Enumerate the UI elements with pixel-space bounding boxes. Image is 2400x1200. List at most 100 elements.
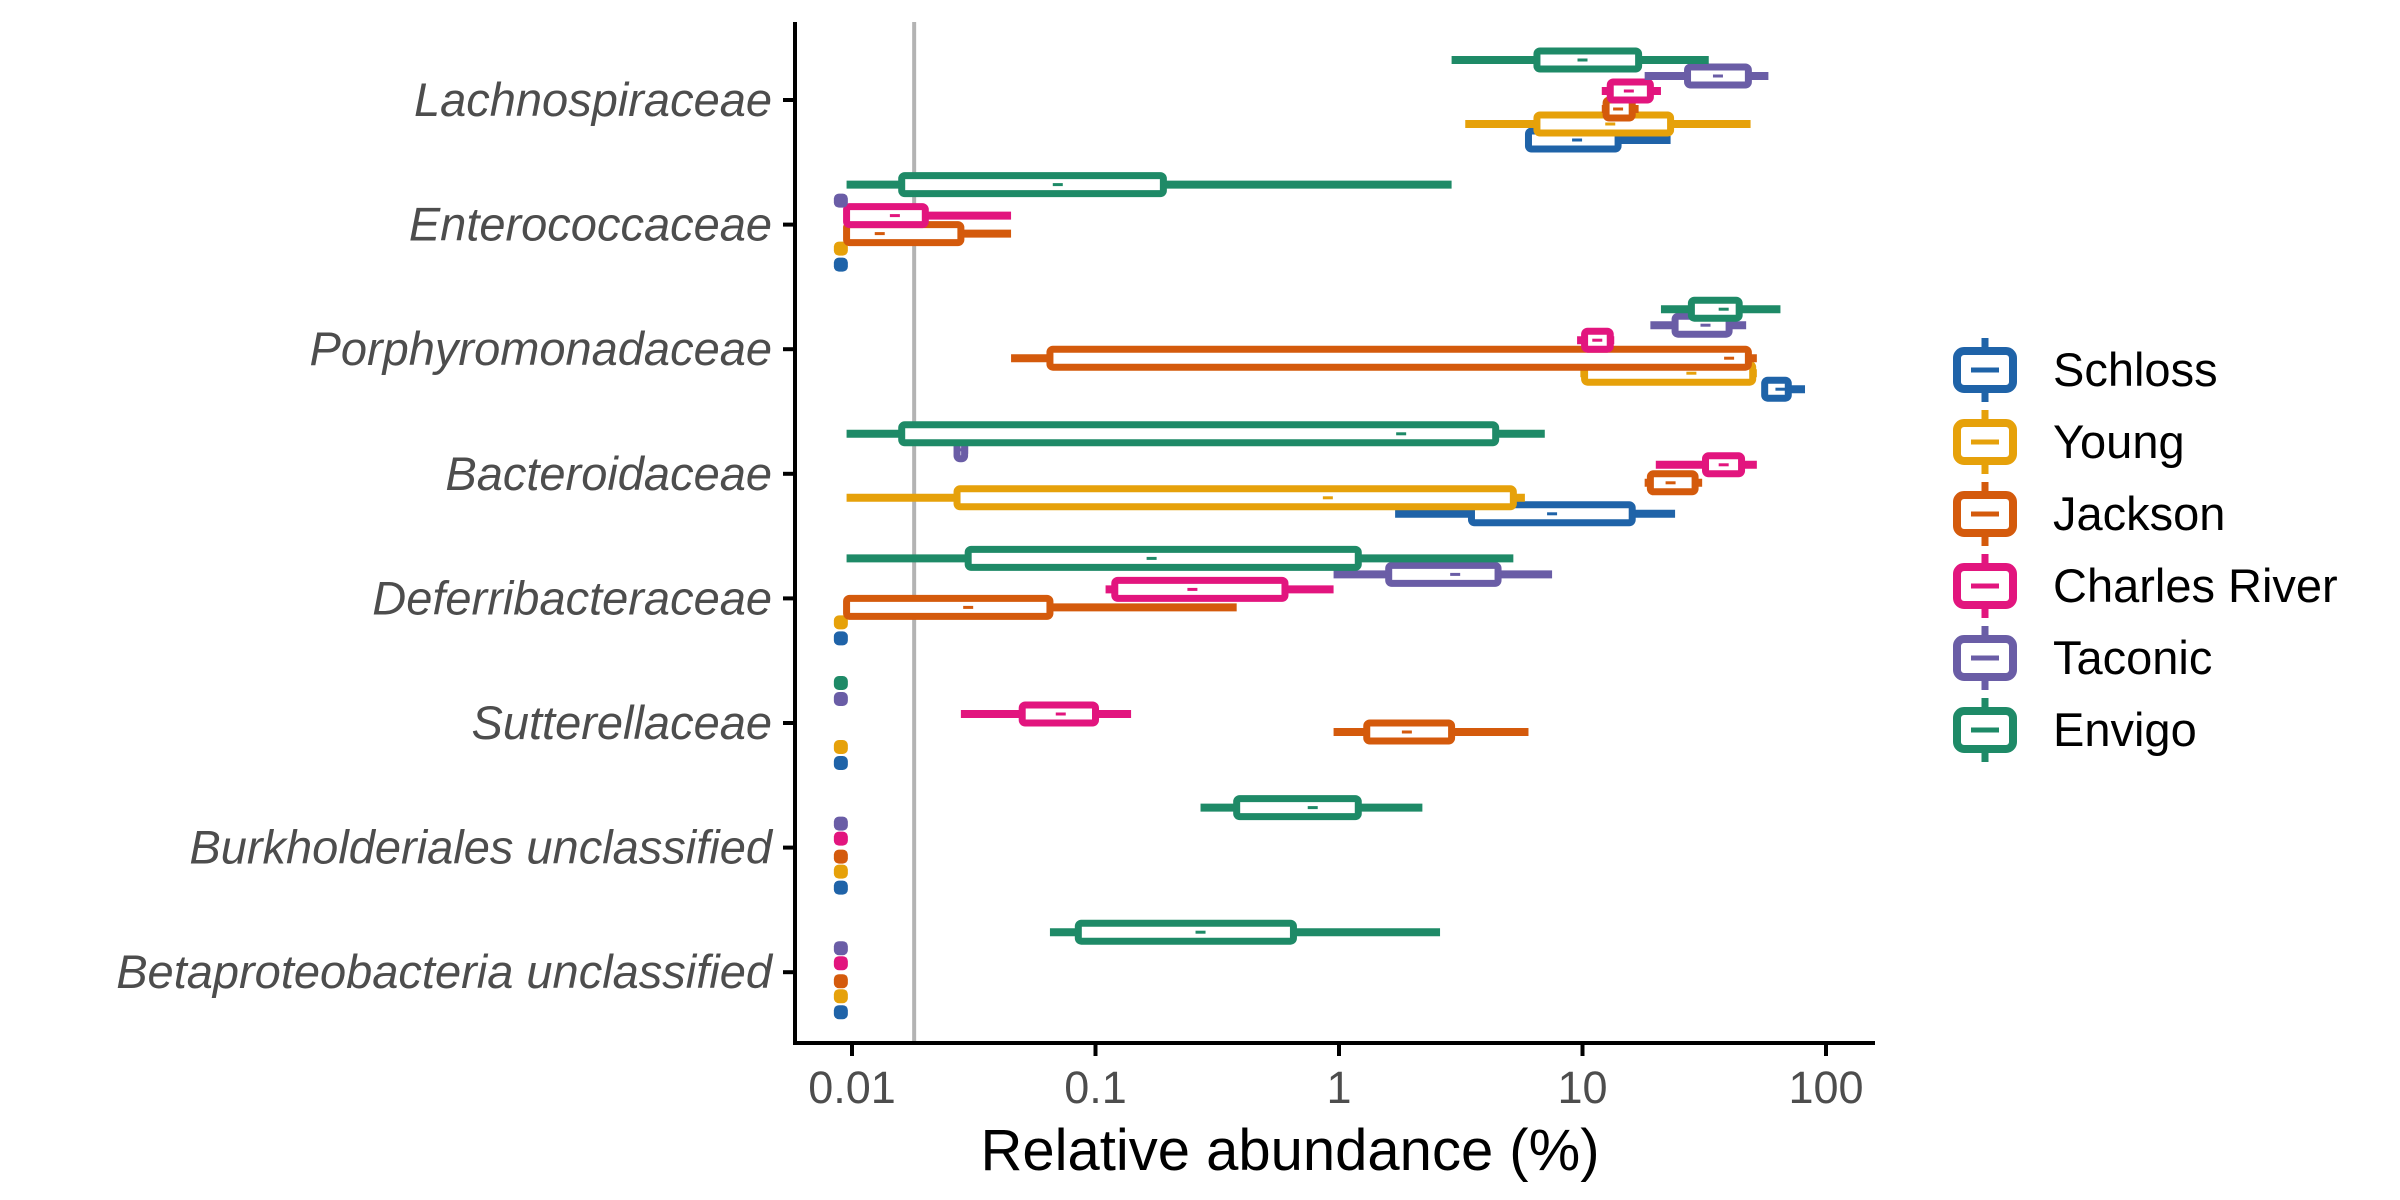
point-marker (833, 631, 848, 646)
x-tick-label: 0.1 (1064, 1062, 1127, 1113)
box-charles-river-5 (960, 701, 1132, 727)
point-marker (833, 880, 848, 895)
point-marker (833, 864, 848, 879)
box-young-7 (833, 989, 848, 1004)
point-marker (833, 193, 848, 208)
legend-label: Young (2053, 415, 2185, 468)
legend-label: Charles River (2053, 559, 2338, 612)
point-marker (833, 974, 848, 989)
point-marker (833, 692, 848, 706)
y-tick-label: Burkholderiales unclassified (189, 821, 773, 874)
box-schloss-1 (833, 257, 848, 272)
y-tick-label: Sutterellaceae (472, 696, 772, 749)
legend-label: Envigo (2053, 703, 2197, 756)
box-jackson-3 (1644, 470, 1703, 496)
iqr-box (843, 594, 1054, 620)
x-axis-ticks: 0.01 0.1 1 10 100 (808, 1043, 1864, 1113)
legend-item-envigo: Envigo (1953, 698, 2197, 762)
x-tick-label: 10 (1557, 1062, 1607, 1113)
point-marker (833, 956, 848, 971)
point-marker (833, 941, 848, 956)
box-schloss-6 (833, 880, 848, 895)
box-schloss-4 (833, 631, 848, 646)
point-marker (833, 989, 848, 1004)
box-charles-river-6 (833, 831, 848, 846)
box-young-5 (833, 740, 848, 754)
box-young-6 (833, 864, 848, 879)
legend: Schloss Young Jackson Charles River Taconic E… (1953, 338, 2338, 762)
point-marker (833, 615, 848, 630)
x-tick-label: 0.01 (808, 1062, 896, 1113)
point-marker (833, 241, 848, 256)
box-taconic-0 (1644, 63, 1769, 89)
x-axis-title: Relative abundance (%) (980, 1118, 1599, 1183)
box-envigo-4 (846, 545, 1514, 571)
y-tick-label: Deferribacteraceae (372, 571, 772, 624)
iqr-box (1046, 345, 1752, 371)
box-taconic-4 (1333, 561, 1553, 587)
legend-label: Jackson (2053, 487, 2225, 540)
y-tick-label: Betaproteobacteria unclassified (116, 945, 774, 998)
iqr-box (953, 485, 1517, 511)
box-jackson-6 (833, 849, 848, 864)
box-envigo-6 (1200, 795, 1423, 821)
legend-label: Taconic (2053, 631, 2212, 684)
iqr-box (1533, 47, 1643, 73)
box-schloss-5 (833, 756, 848, 770)
point-marker (833, 756, 848, 770)
box-charles-river-0 (1601, 78, 1661, 104)
box-schloss-7 (833, 1005, 848, 1020)
iqr-box (1111, 576, 1289, 602)
boxes-layer (833, 47, 1806, 1020)
x-tick-label: 1 (1326, 1062, 1351, 1113)
legend-item-charles-river: Charles River (1953, 554, 2338, 618)
box-envigo-2 (1660, 296, 1781, 322)
box-taconic-7 (833, 941, 848, 956)
series-envigo (833, 47, 1781, 945)
box-charles-river-3 (1655, 452, 1757, 478)
box-envigo-3 (846, 421, 1545, 447)
iqr-box (1074, 919, 1297, 945)
y-tick-label: Bacteroidaceae (445, 447, 772, 500)
y-tick-label: Lachnospiraceae (414, 73, 772, 126)
legend-item-young: Young (1953, 410, 2185, 474)
box-jackson-7 (833, 974, 848, 989)
y-tick-label: Enterococcaceae (409, 198, 772, 251)
y-axis-ticks: Lachnospiraceae Enterococcaceae Porphyromo… (116, 73, 795, 998)
point-marker (833, 816, 848, 831)
series-schloss (833, 127, 1806, 1020)
series-taconic (833, 63, 1769, 956)
box-charles-river-4 (1105, 576, 1334, 602)
box-taconic-6 (833, 816, 848, 831)
box-young-1 (833, 241, 848, 256)
legend-item-jackson: Jackson (1953, 482, 2225, 546)
iqr-box (898, 421, 1500, 447)
box-charles-river-1 (843, 203, 1012, 229)
box-envigo-0 (1451, 47, 1709, 73)
box-charles-river-7 (833, 956, 848, 971)
point-marker (833, 831, 848, 846)
box-jackson-5 (1333, 719, 1529, 745)
series-jackson (833, 96, 1757, 989)
x-tick-label: 100 (1788, 1062, 1863, 1113)
box-envigo-7 (1049, 919, 1441, 945)
box-charles-river-2 (1577, 327, 1615, 353)
box-envigo-1 (846, 172, 1452, 198)
point-marker (833, 740, 848, 754)
iqr-box (1385, 561, 1502, 587)
box-young-3 (846, 485, 1525, 511)
box-envigo-5 (833, 676, 848, 690)
point-marker (833, 1005, 848, 1020)
box-jackson-2 (1011, 345, 1757, 371)
point-marker (833, 849, 848, 864)
iqr-box (1687, 296, 1743, 322)
box-schloss-2 (1761, 376, 1806, 402)
box-taconic-1 (833, 193, 848, 208)
iqr-box (898, 172, 1167, 198)
iqr-box (964, 545, 1362, 571)
iqr-box (843, 203, 929, 229)
box-young-4 (833, 615, 848, 630)
series-charles-river (833, 78, 1757, 971)
box-taconic-5 (833, 692, 848, 706)
